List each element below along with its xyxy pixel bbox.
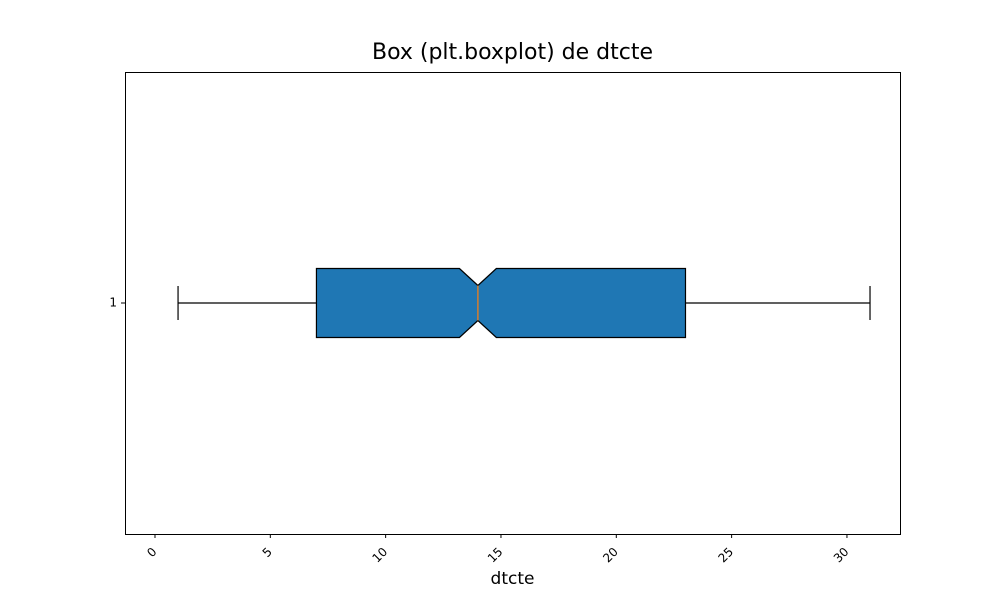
x-tick-label: 25: [716, 545, 737, 566]
x-axis-label: dtcte: [490, 569, 535, 589]
ticks-layer: 0 5 10 15 20 25 30 1: [109, 296, 851, 566]
y-tick-label: 1: [109, 296, 117, 310]
x-tick-label: 30: [831, 545, 852, 566]
notched-box: [315, 267, 687, 339]
x-tick-label: 15: [485, 545, 506, 566]
chart-title: Box (plt.boxplot) de dtcte: [371, 40, 653, 65]
x-tick-label: 5: [260, 545, 275, 560]
x-tick-label: 20: [600, 545, 621, 566]
x-tick-label: 0: [144, 545, 159, 560]
x-tick-label: 10: [370, 545, 391, 566]
plot-area-frame: [125, 72, 901, 535]
box-layer: [177, 267, 871, 339]
